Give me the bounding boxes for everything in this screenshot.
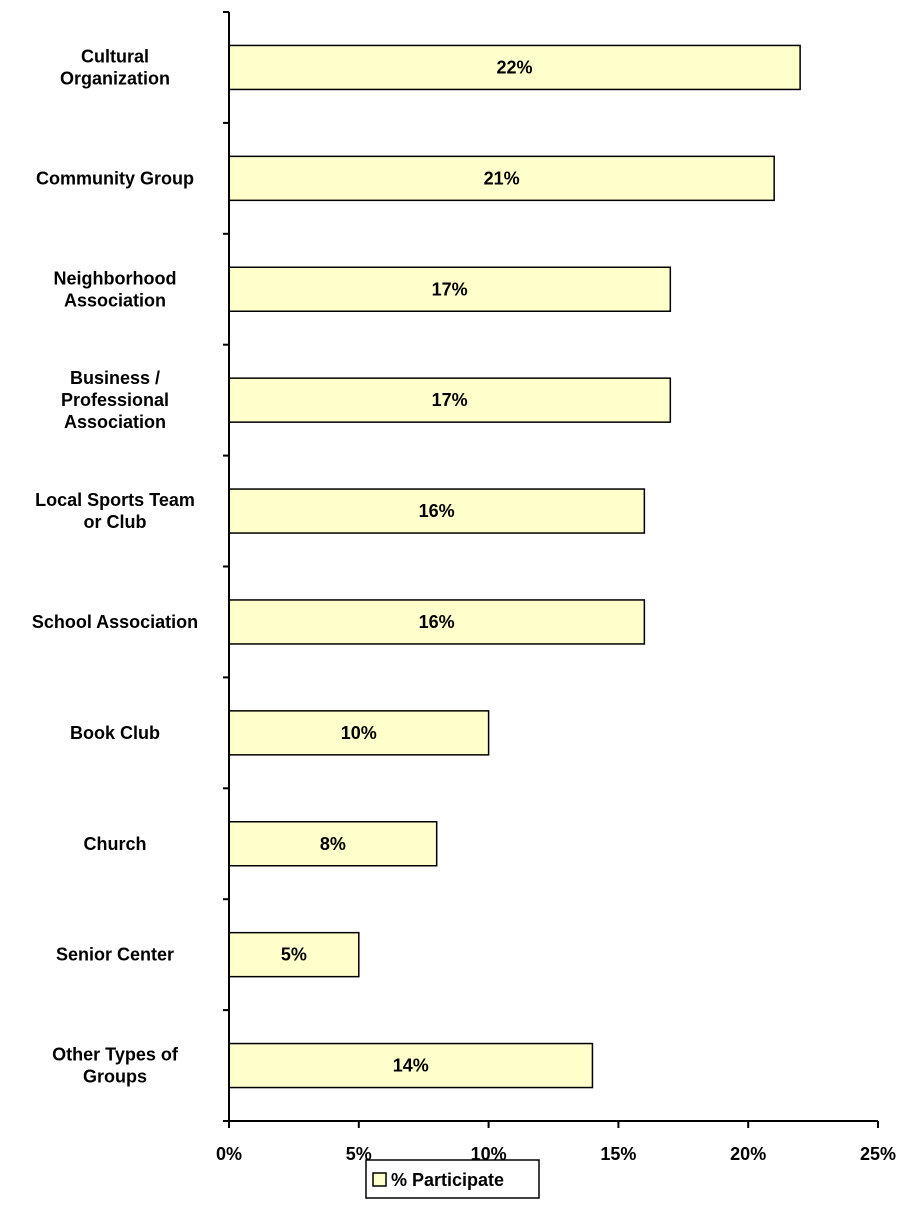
bar: [228, 155, 775, 202]
data-label: 17%: [432, 279, 468, 299]
bars-group: [228, 44, 801, 1089]
x-tick-label: 25%: [860, 1144, 896, 1164]
data-label: 14%: [393, 1056, 429, 1076]
data-label: 5%: [281, 945, 307, 965]
category-label: Other Types of Groups: [52, 1045, 179, 1087]
category-label-line: or Club: [84, 512, 147, 532]
bar: [228, 710, 490, 756]
category-label-line: Other Types of: [52, 1045, 179, 1065]
legend-swatch: [372, 1172, 387, 1187]
bar: [228, 1042, 594, 1089]
category-label-line: Church: [84, 834, 147, 854]
category-label-line: Community Group: [36, 168, 194, 188]
category-label: Senior Center: [56, 945, 174, 965]
data-label: 17%: [432, 390, 468, 410]
category-label: Neighborhood Association: [54, 268, 177, 310]
category-label-line: Neighborhood: [54, 268, 177, 288]
category-label-line: School Association: [32, 612, 198, 632]
data-label: 16%: [419, 501, 455, 521]
category-labels-group: Cultural Organization Community Group Neigh…: [32, 46, 198, 1086]
x-tick-label: 10%: [471, 1144, 507, 1164]
x-tick-labels-group: 0% 5% 10% 15% 20% 25%: [216, 1144, 896, 1164]
category-label-line: Association: [64, 412, 166, 432]
bar: [228, 377, 672, 423]
legend-box: [365, 1159, 540, 1199]
category-label-line: Local Sports Team: [35, 490, 195, 510]
category-label: Community Group: [36, 168, 194, 188]
axes-group: [223, 11, 879, 1128]
category-label-line: Professional: [61, 390, 169, 410]
data-label: 10%: [341, 723, 377, 743]
x-tick-label: 5%: [346, 1144, 372, 1164]
data-label: 8%: [320, 834, 346, 854]
category-label: Business / Professional Association: [61, 368, 169, 432]
category-label: Church: [84, 834, 147, 854]
legend-label: % Participate: [391, 1170, 504, 1190]
category-label: School Association: [32, 612, 198, 632]
bar: [228, 44, 801, 91]
data-label: 21%: [484, 168, 520, 188]
data-label: 22%: [497, 57, 533, 77]
data-label: 16%: [419, 612, 455, 632]
data-labels-group: 22% 21% 17% 17% 16% 16% 10% 8% 5% 14%: [281, 57, 533, 1075]
category-label-line: Business /: [70, 368, 160, 388]
bar: [228, 488, 646, 534]
category-label-line: Groups: [83, 1067, 147, 1087]
category-label-line: Association: [64, 290, 166, 310]
category-label-line: Book Club: [70, 723, 160, 743]
category-label-line: Organization: [60, 68, 170, 88]
category-label-line: Cultural: [81, 46, 149, 66]
category-label-line: Senior Center: [56, 945, 174, 965]
x-tick-label: 0%: [216, 1144, 242, 1164]
x-tick-label: 20%: [730, 1144, 766, 1164]
category-label: Local Sports Team or Club: [35, 490, 195, 532]
category-label: Cultural Organization: [60, 46, 170, 88]
bar: [228, 266, 672, 312]
x-tick-label: 15%: [600, 1144, 636, 1164]
category-label: Book Club: [70, 723, 160, 743]
legend: % Participate: [365, 1159, 540, 1199]
